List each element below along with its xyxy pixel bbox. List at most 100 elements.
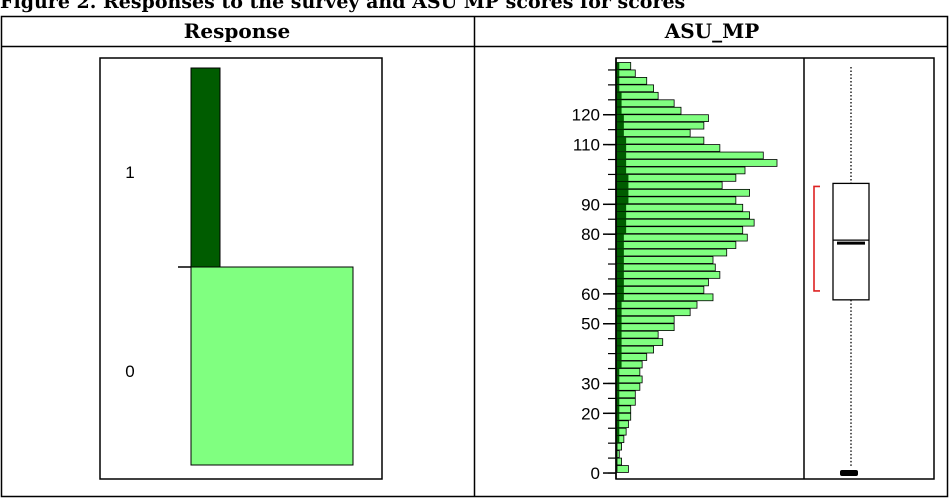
hist-bar-2.5	[616, 457, 622, 466]
hist-bar-57.5	[616, 293, 714, 302]
response-chart: 1 0	[99, 57, 383, 480]
hist-bar-dark-95	[617, 181, 629, 189]
hist-bar-dark-105	[617, 152, 627, 159]
hist-bar-40	[616, 345, 654, 354]
figure-caption: Figure 2. Responses to the survey and AS…	[0, 0, 686, 13]
hist-bar-dark-12.5	[617, 428, 620, 436]
y-axis-labels: 0 20 30 50 60 80 90 110 120	[572, 106, 600, 483]
hist-bar-7.5	[616, 442, 622, 451]
y-tick-label-110: 110	[573, 136, 600, 155]
hist-bar-82.5	[616, 218, 755, 227]
hist-bar-102.5	[616, 159, 778, 167]
hist-bar-62.5	[616, 278, 709, 287]
hist-bar-72.5	[616, 248, 728, 257]
hist-bar-107.5	[616, 144, 721, 152]
hist-bar-105	[616, 151, 764, 160]
hist-bar-87.5	[616, 203, 744, 212]
hist-bar-dark-57.5	[617, 293, 624, 301]
hist-bar-dark-17.5	[617, 413, 620, 421]
hist-bar-dark-92.5	[617, 189, 629, 197]
response-bar-1	[190, 67, 221, 268]
hist-bar-80	[616, 226, 744, 234]
hist-bar-dark-10	[617, 435, 620, 443]
hist-bar-dark-20	[617, 405, 620, 413]
hist-bar-dark-130	[617, 77, 620, 85]
hist-bar-dark-125	[617, 92, 622, 100]
hist-bar-dark-122.5	[617, 99, 622, 107]
hist-bar-dark-35	[617, 361, 622, 368]
hist-bar-dark-87.5	[617, 204, 627, 212]
hist-bar-dark-30	[617, 375, 620, 383]
hist-bar-dark-40	[617, 346, 622, 353]
hist-bar-70	[616, 256, 714, 264]
hist-bar-dark-42.5	[617, 338, 622, 346]
boxplot	[813, 66, 870, 477]
hist-bar-dark-85	[617, 211, 627, 219]
response-label-0: 0	[125, 362, 134, 381]
hist-bar-dark-82.5	[617, 219, 627, 227]
hist-bar-67.5	[616, 263, 716, 272]
hist-bar-122.5	[616, 99, 675, 108]
hist-bar-125	[616, 91, 659, 100]
y-tick-label-90: 90	[581, 195, 600, 214]
hist-bar-dark-80	[617, 226, 627, 234]
hist-bar-dark-60	[617, 286, 624, 294]
hist-bar-32.5	[616, 368, 641, 376]
hist-bar-dark-72.5	[617, 249, 624, 256]
hist-bar-dark-117.5	[617, 114, 624, 122]
hist-bar-22.5	[616, 397, 636, 406]
hist-bar-112.5	[616, 129, 691, 137]
hist-bar-47.5	[616, 323, 675, 332]
hist-bar-130	[616, 77, 648, 85]
response-plot-frame	[99, 57, 383, 480]
hist-bar-dark-15	[617, 420, 620, 428]
hist-bar-dark-107.5	[617, 144, 627, 152]
hist-bar-dark-115	[617, 122, 624, 130]
hist-bar-0	[616, 465, 629, 473]
hist-bar-120	[616, 106, 682, 115]
boxplot-shortest-half-bracket	[813, 185, 820, 292]
hist-bar-92.5	[616, 188, 750, 197]
hist-bar-5	[616, 450, 620, 458]
hist-bar-dark-132.5	[617, 69, 620, 77]
response-title: Response	[184, 19, 290, 43]
hist-bar-25	[616, 390, 636, 399]
hist-bar-52.5	[616, 308, 691, 317]
hist-bar-dark-22.5	[617, 398, 620, 406]
y-axis-ticks	[603, 69, 616, 474]
hist-bar-95	[616, 181, 723, 190]
hist-bar-100	[616, 166, 746, 175]
hist-bar-27.5	[616, 383, 641, 391]
hist-bar-dark-70	[617, 256, 624, 264]
hist-bar-85	[616, 211, 750, 220]
hist-bar-115	[616, 121, 705, 130]
asu-mp-chart: 0 20 30 50 60 80 90 110 120	[572, 57, 935, 483]
hist-bar-65	[616, 271, 721, 279]
y-tick-label-0: 0	[591, 464, 600, 483]
hist-bar-97.5	[616, 174, 737, 182]
hist-bar-55	[616, 300, 698, 309]
hist-bar-90	[616, 196, 737, 205]
y-tick-label-30: 30	[581, 374, 600, 393]
hist-bar-dark-52.5	[617, 308, 622, 316]
hist-bar-dark-102.5	[617, 159, 627, 167]
hist-bar-127.5	[616, 84, 654, 93]
hist-bar-dark-55	[617, 301, 622, 309]
y-tick-label-120: 120	[572, 106, 600, 125]
y-tick-label-20: 20	[581, 404, 600, 423]
hist-bar-dark-112.5	[617, 129, 624, 137]
hist-bar-dark-65	[617, 271, 624, 279]
hist-bar-45	[616, 330, 659, 339]
hist-bar-dark-67.5	[617, 264, 624, 271]
hist-bar-dark-75	[617, 241, 624, 249]
hist-bar-50	[616, 315, 675, 324]
response-bar-0	[190, 266, 354, 466]
hist-bar-dark-37.5	[617, 353, 622, 361]
hist-bar-60	[616, 286, 705, 294]
hist-bar-dark-47.5	[617, 323, 622, 331]
hist-bar-117.5	[616, 114, 709, 122]
hist-bar-75	[616, 241, 737, 249]
response-label-1: 1	[125, 163, 134, 182]
hist-bar-132.5	[616, 69, 636, 78]
